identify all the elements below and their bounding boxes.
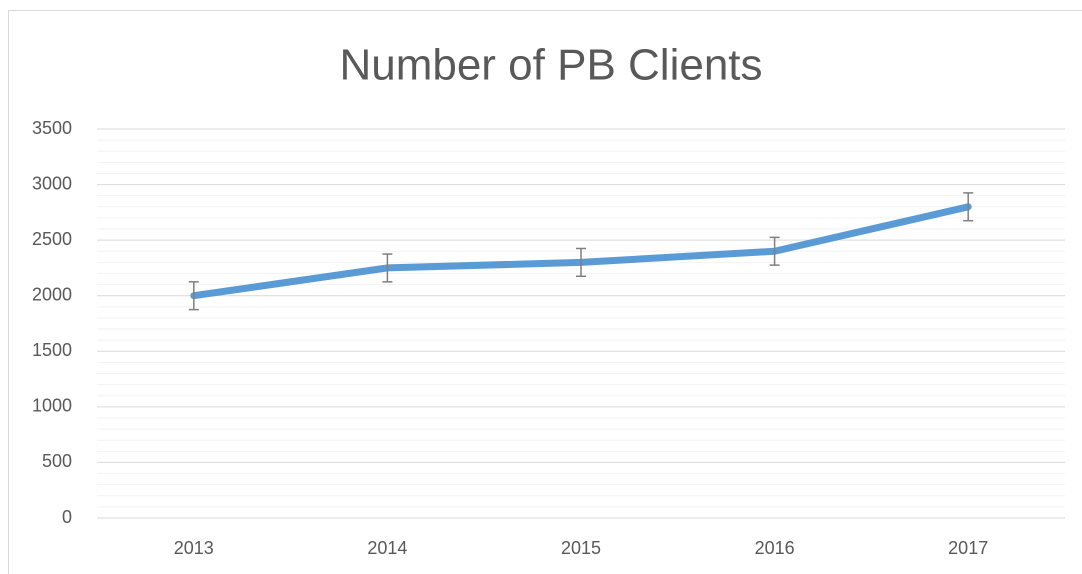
x-tick-label: 2017 [948, 538, 988, 558]
y-tick-label: 500 [42, 451, 72, 471]
error-bar [963, 192, 974, 222]
x-tick-label: 2013 [174, 538, 214, 558]
y-tick-label: 2500 [32, 229, 72, 249]
y-tick-label: 2000 [32, 284, 72, 304]
y-tick-label: 3000 [32, 173, 72, 193]
chart-title: Number of PB Clients [339, 41, 762, 90]
x-tick-label: 2015 [561, 538, 601, 558]
error-bar [769, 236, 780, 266]
error-bar [188, 281, 199, 311]
x-tick-label: 2016 [755, 538, 795, 558]
error-bar [576, 247, 586, 278]
chart-border [8, 10, 1082, 574]
error-bar [382, 253, 393, 283]
y-tick-label: 0 [62, 507, 72, 527]
y-tick-label: 1000 [32, 396, 72, 416]
x-tick-label: 2014 [367, 538, 407, 558]
y-tick-label: 1500 [32, 340, 72, 360]
y-tick-label: 3500 [32, 118, 72, 138]
